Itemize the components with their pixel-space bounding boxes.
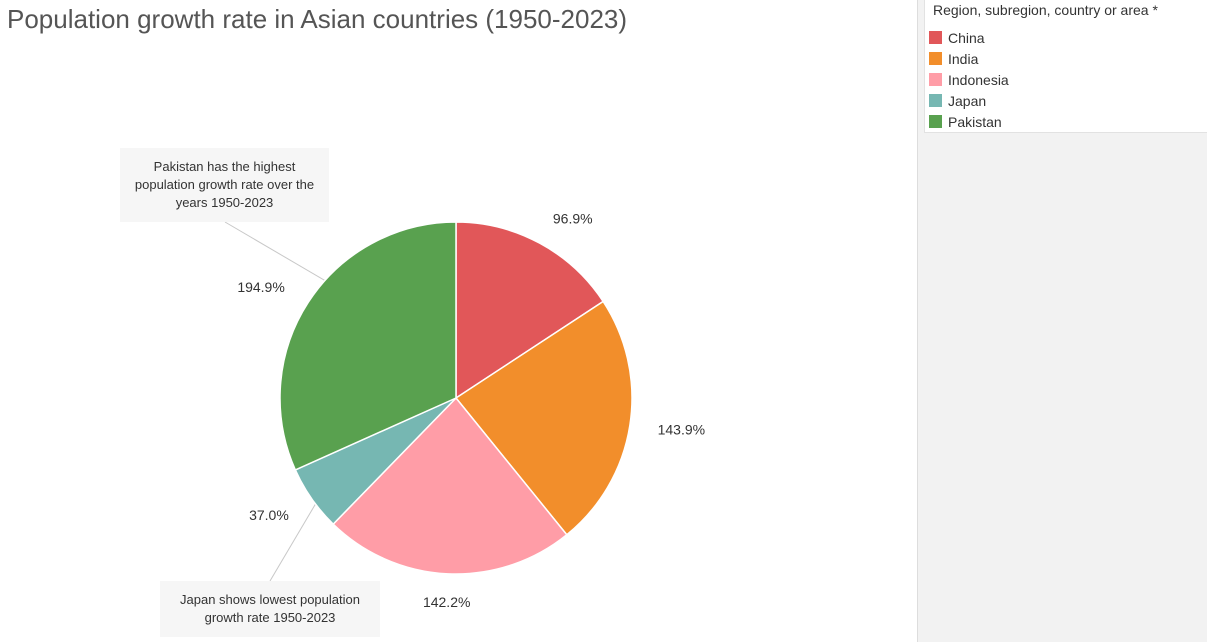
legend-swatch <box>929 94 942 107</box>
slice-label-indonesia: 142.2% <box>423 594 470 610</box>
legend-item-india[interactable]: India <box>929 48 1204 69</box>
annotation-pakistan: Pakistan has the highest population grow… <box>120 148 329 222</box>
legend-label: Japan <box>948 93 986 109</box>
legend-title: Region, subregion, country or area * <box>933 2 1158 18</box>
legend: Region, subregion, country or area * Chi… <box>924 0 1207 133</box>
legend-swatch <box>929 52 942 65</box>
legend-swatch <box>929 31 942 44</box>
legend-item-pakistan[interactable]: Pakistan <box>929 111 1204 132</box>
slice-label-pakistan: 194.9% <box>237 279 284 295</box>
slice-label-india: 143.9% <box>658 421 705 437</box>
legend-label: Pakistan <box>948 114 1002 130</box>
legend-item-indonesia[interactable]: Indonesia <box>929 69 1204 90</box>
legend-label: India <box>948 51 978 67</box>
pie-chart: 96.9% 143.9% 142.2% 37.0% 194.9% <box>0 0 917 642</box>
legend-swatch <box>929 73 942 86</box>
legend-swatch <box>929 115 942 128</box>
legend-label: Indonesia <box>948 72 1009 88</box>
legend-item-japan[interactable]: Japan <box>929 90 1204 111</box>
legend-item-china[interactable]: China <box>929 27 1204 48</box>
annotation-japan: Japan shows lowest population growth rat… <box>160 581 380 637</box>
legend-list: China India Indonesia Japan Pakistan <box>929 27 1204 132</box>
legend-label: China <box>948 30 985 46</box>
slice-label-japan: 37.0% <box>249 507 289 523</box>
slice-label-china: 96.9% <box>553 211 593 227</box>
